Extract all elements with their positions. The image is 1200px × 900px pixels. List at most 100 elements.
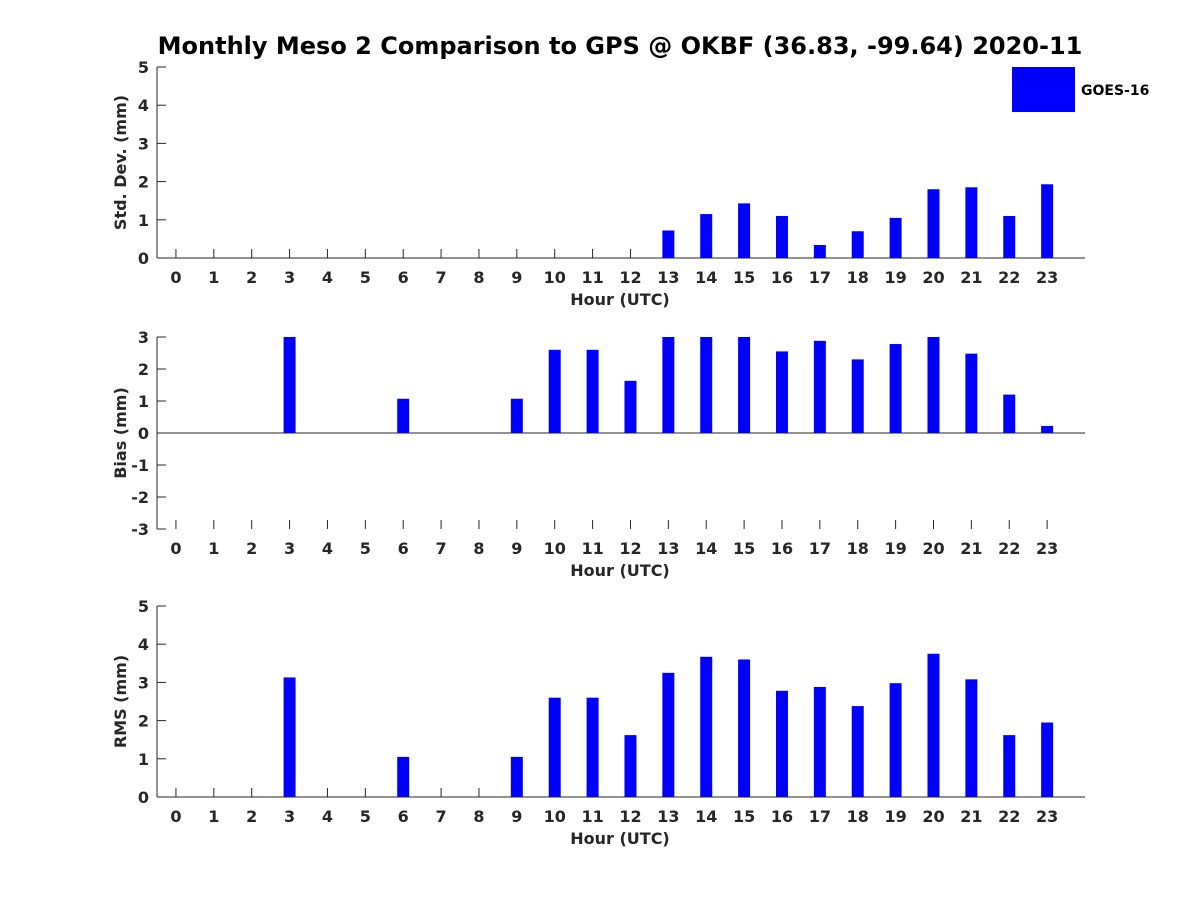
bar-hour-16	[775, 690, 788, 797]
x-tick-label: 12	[619, 539, 641, 558]
x-tick-label: 3	[284, 268, 295, 287]
x-tick-label: 0	[170, 807, 181, 826]
y-tick-label: -2	[131, 488, 149, 507]
bar-hour-12	[624, 380, 637, 433]
bar-hour-14	[700, 214, 713, 258]
bar-hour-21	[965, 679, 978, 797]
x-tick-label: 14	[695, 539, 717, 558]
bar-hour-19	[889, 344, 902, 433]
bar-hour-3	[283, 677, 296, 797]
bar-hour-20	[927, 653, 940, 797]
y-tick-label: -1	[131, 456, 149, 475]
y-tick-label: 3	[138, 134, 149, 153]
x-tick-label: 21	[960, 539, 982, 558]
x-tick-label: 15	[733, 539, 755, 558]
x-axis-label: Hour (UTC)	[570, 290, 670, 309]
x-tick-label: 13	[657, 807, 679, 826]
x-tick-label: 0	[170, 268, 181, 287]
x-axis-label: Hour (UTC)	[570, 829, 670, 848]
x-tick-label: 14	[695, 268, 717, 287]
x-tick-label: 7	[436, 807, 447, 826]
x-tick-label: 20	[922, 807, 944, 826]
x-tick-label: 6	[398, 539, 409, 558]
x-tick-label: 18	[847, 807, 869, 826]
x-tick-label: 4	[322, 807, 333, 826]
x-tick-label: 19	[884, 807, 906, 826]
x-tick-label: 12	[619, 807, 641, 826]
x-tick-label: 10	[544, 268, 566, 287]
bar-hour-6	[397, 756, 410, 797]
bar-hour-10	[548, 349, 561, 433]
bar-hour-18	[851, 706, 864, 797]
x-tick-label: 17	[809, 807, 831, 826]
legend: GOES-16	[1012, 67, 1149, 112]
bar-hour-9	[510, 398, 523, 433]
x-tick-label: 22	[998, 807, 1020, 826]
x-tick-label: 5	[360, 807, 371, 826]
x-axis-label: Hour (UTC)	[570, 561, 670, 580]
x-tick-label: 10	[544, 807, 566, 826]
x-tick-label: 10	[544, 539, 566, 558]
bar-hour-21	[965, 353, 978, 433]
y-tick-label: 5	[138, 597, 149, 616]
x-tick-label: 7	[436, 268, 447, 287]
x-tick-label: 1	[208, 268, 219, 287]
bar-hour-3	[283, 337, 296, 433]
x-tick-label: 12	[619, 268, 641, 287]
bar-hour-22	[1003, 215, 1016, 258]
bar-hour-17	[813, 686, 826, 797]
x-tick-label: 0	[170, 539, 181, 558]
bar-hour-10	[548, 697, 561, 797]
bar-hour-11	[586, 697, 599, 797]
bar-hour-20	[927, 337, 940, 433]
bar-hour-19	[889, 683, 902, 797]
x-tick-label: 3	[284, 539, 295, 558]
x-tick-label: 15	[733, 807, 755, 826]
x-tick-label: 1	[208, 807, 219, 826]
bar-hour-23	[1041, 722, 1054, 797]
y-axis-label: Bias (mm)	[111, 387, 130, 479]
x-tick-label: 22	[998, 268, 1020, 287]
x-tick-label: 11	[581, 268, 603, 287]
bar-hour-23	[1041, 425, 1054, 433]
x-tick-label: 21	[960, 268, 982, 287]
bar-hour-15	[738, 659, 751, 797]
x-tick-label: 11	[581, 539, 603, 558]
x-tick-label: 4	[322, 539, 333, 558]
bar-hour-16	[775, 351, 788, 433]
x-tick-label: 21	[960, 807, 982, 826]
bar-hour-6	[397, 398, 410, 433]
chart-title: Monthly Meso 2 Comparison to GPS @ OKBF …	[158, 32, 1083, 60]
y-tick-label: 3	[138, 328, 149, 347]
x-tick-label: 23	[1036, 807, 1058, 826]
x-tick-label: 19	[884, 268, 906, 287]
y-tick-label: 0	[138, 249, 149, 268]
y-tick-label: 0	[138, 788, 149, 807]
legend-swatch	[1012, 67, 1075, 112]
y-tick-label: 1	[138, 211, 149, 230]
x-tick-label: 5	[360, 539, 371, 558]
y-tick-label: 1	[138, 392, 149, 411]
x-tick-label: 14	[695, 807, 717, 826]
bar-hour-16	[775, 215, 788, 258]
bar-hour-21	[965, 187, 978, 258]
x-tick-label: 3	[284, 807, 295, 826]
x-tick-label: 8	[473, 268, 484, 287]
bar-hour-23	[1041, 184, 1054, 258]
y-tick-label: 0	[138, 424, 149, 443]
x-tick-label: 15	[733, 268, 755, 287]
x-tick-label: 6	[398, 268, 409, 287]
x-tick-label: 16	[771, 268, 793, 287]
bar-hour-13	[662, 672, 675, 797]
bar-hour-22	[1003, 735, 1016, 797]
y-axis-label: RMS (mm)	[111, 655, 130, 748]
x-tick-label: 11	[581, 807, 603, 826]
x-tick-label: 16	[771, 539, 793, 558]
bar-hour-14	[700, 656, 713, 797]
bar-hour-17	[813, 245, 826, 258]
x-tick-label: 17	[809, 539, 831, 558]
